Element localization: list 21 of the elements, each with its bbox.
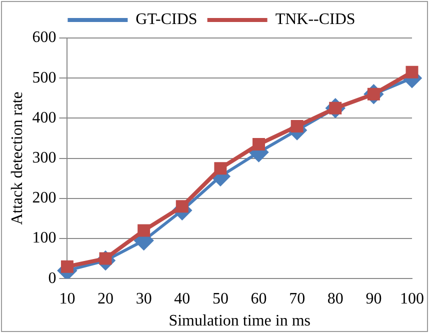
y-axis-title: Attack detection rate [8,92,26,225]
y-tick-label: 100 [32,230,56,247]
x-tick-label: 60 [250,290,267,308]
y-tick-label: 300 [32,150,56,167]
x-tick-label: 20 [98,290,114,308]
x-tick-label: 10 [59,290,76,308]
y-tick-label: 500 [32,69,56,86]
x-tick-label: 100 [400,290,424,308]
x-tick-label: 70 [289,290,306,308]
legend-label: GT-CIDS [136,11,198,28]
x-tick-label: 40 [174,290,190,308]
legend-label: TNK--CIDS [275,11,356,28]
x-axis-title: Simulation time in ms [168,312,310,330]
y-tick-label: 600 [32,29,56,46]
x-tick-label: 80 [327,290,344,308]
y-tick-label: 0 [48,270,56,287]
x-tick-label: 50 [212,290,228,308]
y-tick-label: 400 [32,109,56,126]
y-tick-label: 200 [32,190,56,207]
x-tick-label: 90 [366,290,382,308]
x-tick-label: 30 [136,290,152,308]
